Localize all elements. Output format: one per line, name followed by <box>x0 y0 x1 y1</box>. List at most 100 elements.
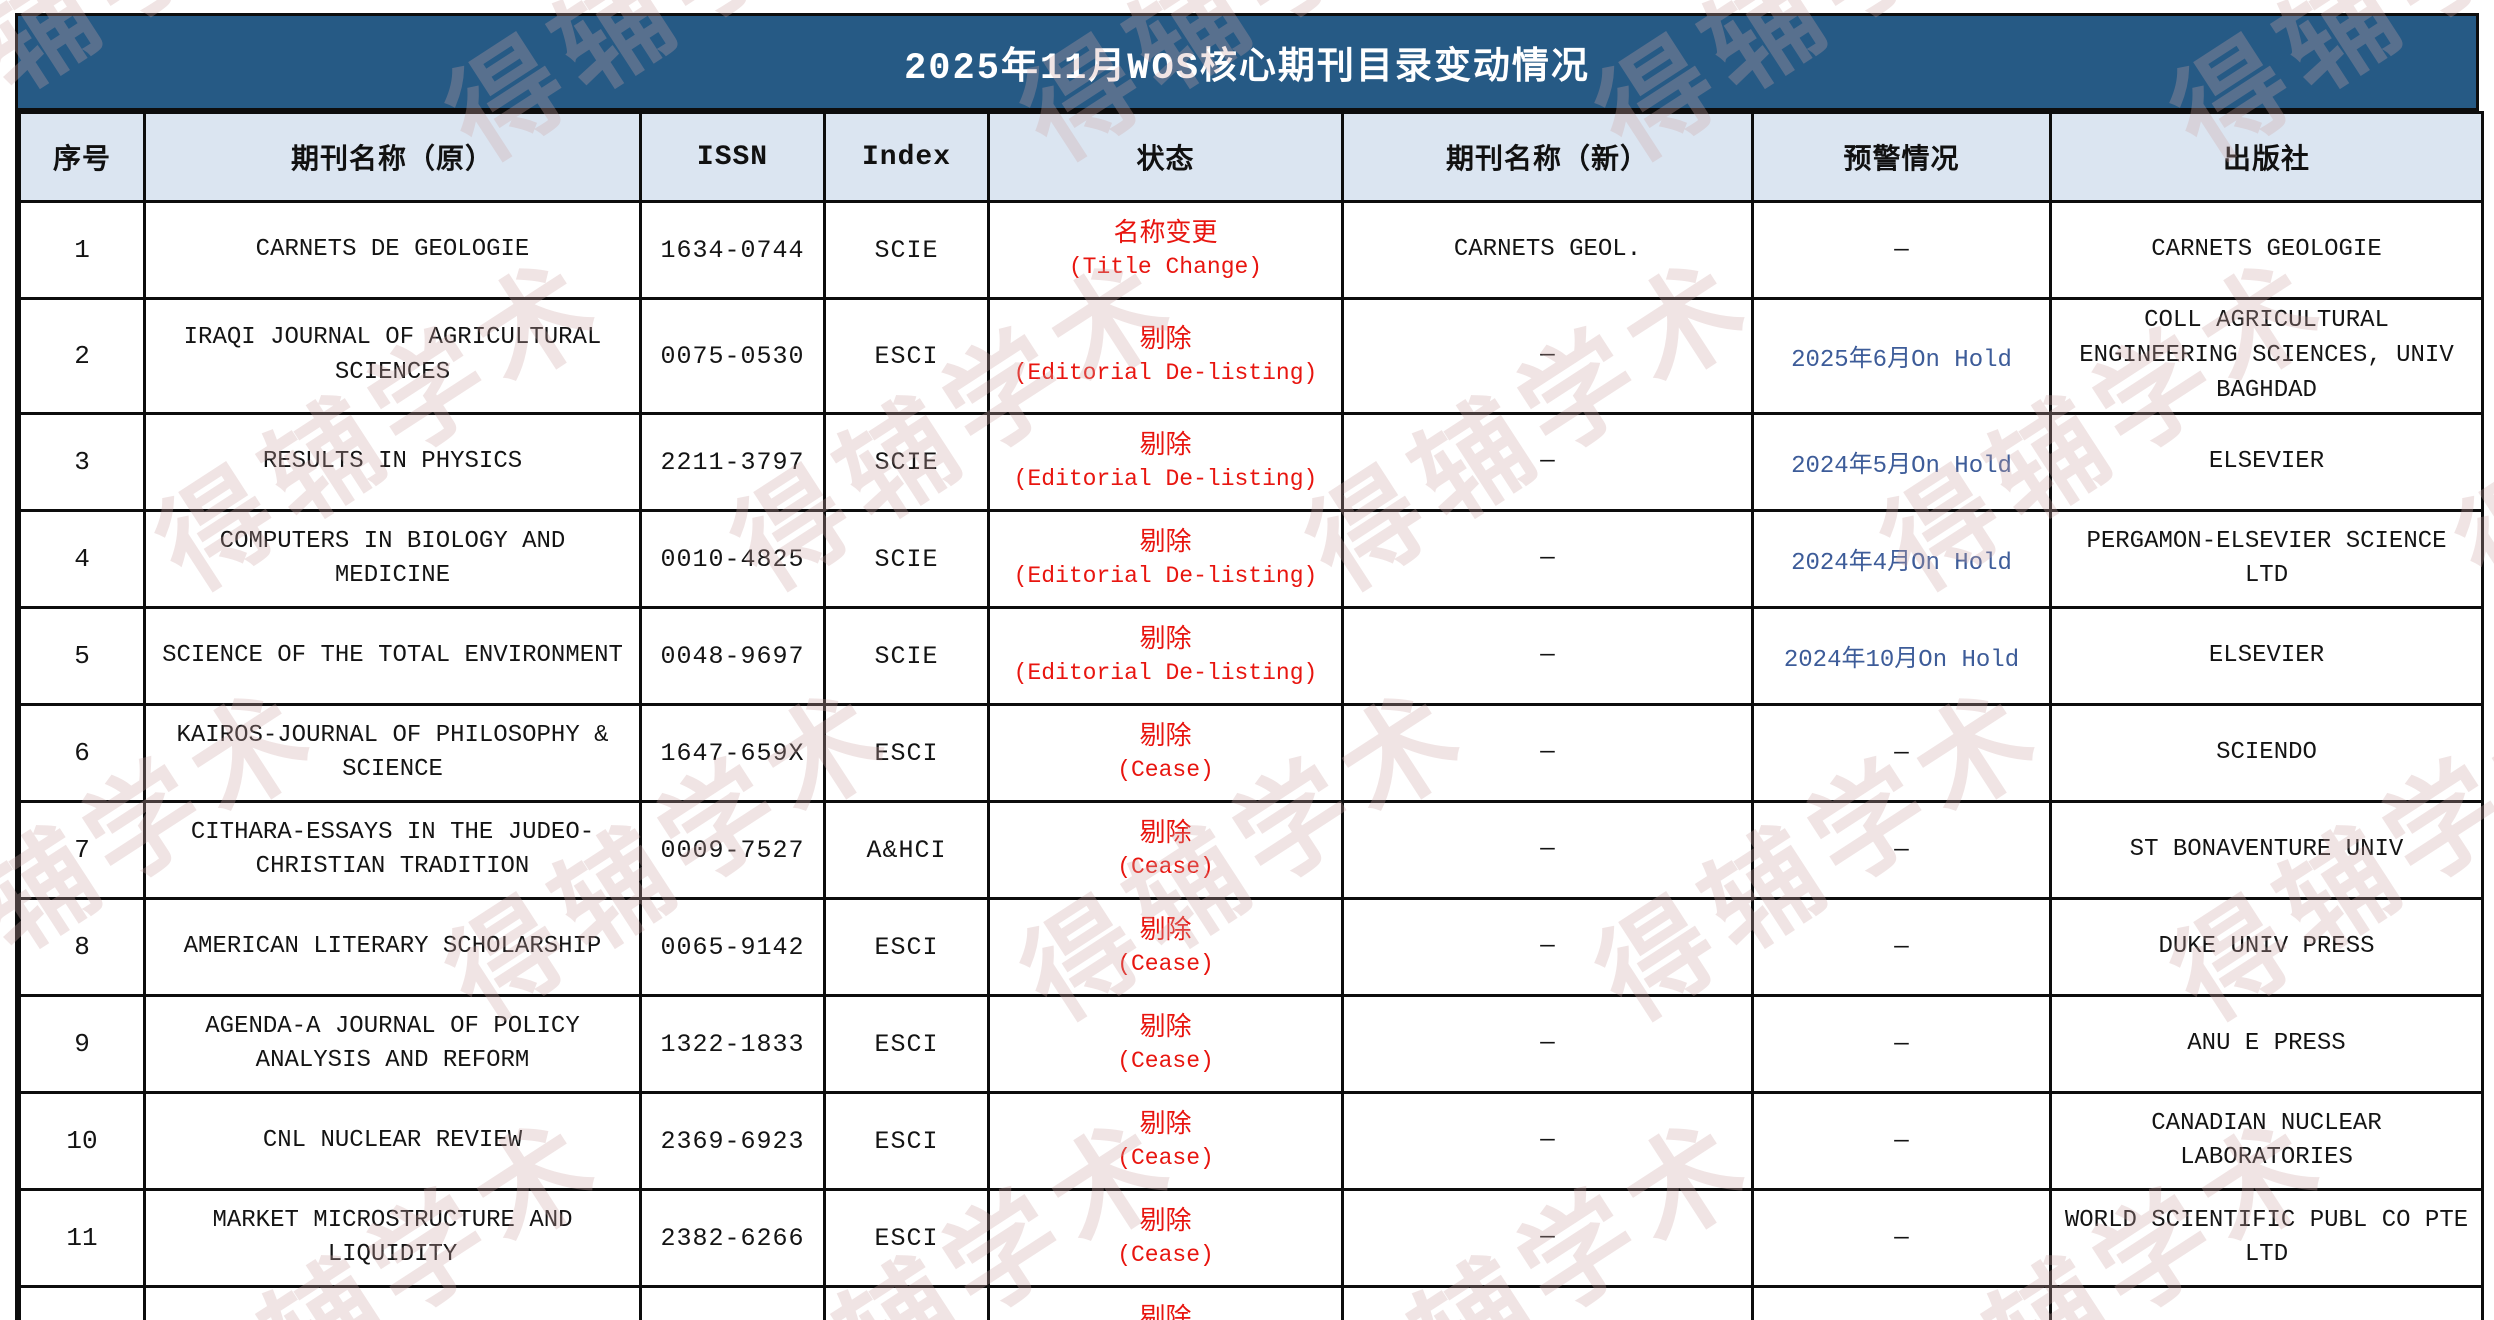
cell-index: SCIE <box>823 412 990 513</box>
cell-publisher: FUNDACIO CIDOB <box>2049 1285 2484 1320</box>
cell-publisher: PERGAMON-ELSEVIER SCIENCE LTD <box>2049 509 2484 610</box>
table-row: 8 AMERICAN LITERARY SCHOLARSHIP 0065-9142 E… <box>18 897 2484 998</box>
status-text-cn: 剔除 <box>1139 1110 1192 1141</box>
table-row: 6 KAIROS-JOURNAL OF PHILOSOPHY & SCIENCE 1… <box>18 703 2484 804</box>
table-row: 4 COMPUTERS IN BIOLOGY AND MEDICINE 0010-4… <box>18 509 2484 610</box>
cell-issn: 0048-9697 <box>639 606 826 707</box>
cell-issn: 1634-0744 <box>639 200 826 300</box>
cell-warning: — <box>1751 1285 2052 1320</box>
column-header-issn: ISSN <box>639 111 826 203</box>
cell-index: SCIE <box>823 606 990 707</box>
table-body: 1 CARNETS DE GEOLOGIE 1634-0744 SCIE 名称变更 (Ti… <box>18 200 2484 1320</box>
cell-status: 名称变更 (Title Change) <box>987 200 1344 300</box>
cell-seq: 8 <box>18 897 146 998</box>
status-text-cn: 剔除 <box>1139 325 1192 356</box>
column-header-seq: 序号 <box>18 111 146 203</box>
cell-seq: 7 <box>18 800 146 901</box>
status-text-en: (Cease) <box>1117 951 1214 978</box>
cell-index: ESCI <box>823 296 990 416</box>
cell-status: 剔除 (Cease) <box>987 800 1344 901</box>
status-text-cn: 剔除 <box>1139 1304 1192 1320</box>
cell-journal-name-old: SCIENCE OF THE TOTAL ENVIRONMENT <box>143 606 642 707</box>
cell-status: 剔除(Cease) <box>987 1285 1344 1320</box>
cell-index: ESCI <box>823 1188 990 1289</box>
cell-status: 剔除 (Cease) <box>987 1091 1344 1192</box>
cell-journal-name-new: — <box>1341 1091 1754 1192</box>
cell-publisher: COLL AGRICULTURAL ENGINEERING SCIENCES, … <box>2049 296 2484 416</box>
status-text-cn: 剔除 <box>1139 722 1192 753</box>
cell-status: 剔除 (Editorial De-listing) <box>987 296 1344 416</box>
cell-index: SCIE <box>823 200 990 300</box>
cell-issn: 0009-7527 <box>639 800 826 901</box>
cell-journal-name-old: ANUARIO CIDOB DE LA INMIGRACION <box>143 1285 642 1320</box>
column-header-warning: 预警情况 <box>1751 111 2052 203</box>
column-header-publisher: 出版社 <box>2049 111 2484 203</box>
cell-journal-name-old: RESULTS IN PHYSICS <box>143 412 642 513</box>
status-text-cn: 剔除 <box>1139 1207 1192 1238</box>
table-row: 5 SCIENCE OF THE TOTAL ENVIRONMENT 0048-96… <box>18 606 2484 707</box>
status-text-cn: 剔除 <box>1139 819 1192 850</box>
cell-journal-name-old: KAIROS-JOURNAL OF PHILOSOPHY & SCIENCE <box>143 703 642 804</box>
status-text-en: (Editorial De-listing) <box>1013 660 1318 687</box>
status-text-cn: 剔除 <box>1139 528 1192 559</box>
cell-seq: 9 <box>18 994 146 1095</box>
cell-journal-name-new: — <box>1341 897 1754 998</box>
cell-index: ESCI <box>823 897 990 998</box>
table-row: 12ANUARIO CIDOB DE LA INMIGRACION2462-67… <box>18 1285 2484 1320</box>
cell-index: ESCI <box>823 703 990 804</box>
cell-journal-name-new: — <box>1341 1188 1754 1289</box>
journal-change-table: 2025年11月WOS核心期刊目录变动情况 序号 期刊名称（原） ISSN Index… <box>15 13 2484 1320</box>
table-title: 2025年11月WOS核心期刊目录变动情况 <box>18 16 2476 111</box>
cell-journal-name-new: — <box>1341 800 1754 901</box>
cell-warning: — <box>1751 1091 2052 1192</box>
table-row: 1 CARNETS DE GEOLOGIE 1634-0744 SCIE 名称变更 (Ti… <box>18 200 2484 300</box>
cell-status: 剔除 (Editorial De-listing) <box>987 412 1344 513</box>
cell-warning: — <box>1751 703 2052 804</box>
cell-journal-name-old: AGENDA-A JOURNAL OF POLICY ANALYSIS AND … <box>143 994 642 1095</box>
cell-warning: — <box>1751 897 2052 998</box>
cell-seq: 1 <box>18 200 146 300</box>
cell-publisher: ANU E PRESS <box>2049 994 2484 1095</box>
status-text-cn: 剔除 <box>1139 431 1192 462</box>
table-row: 10 CNL NUCLEAR REVIEW 2369-6923 ESCI 剔除 (Ceas… <box>18 1091 2484 1192</box>
cell-warning: 2025年6月On Hold <box>1751 296 2052 416</box>
table-row: 9 AGENDA-A JOURNAL OF POLICY ANALYSIS AND… <box>18 994 2484 1095</box>
cell-issn: 0010-4825 <box>639 509 826 610</box>
cell-issn: 2462-6732 <box>639 1285 826 1320</box>
cell-publisher: SCIENDO <box>2049 703 2484 804</box>
cell-journal-name-new: CARNETS GEOL. <box>1341 200 1754 300</box>
cell-seq: 10 <box>18 1091 146 1192</box>
cell-warning: 2024年5月On Hold <box>1751 412 2052 513</box>
status-text-en: (Editorial De-listing) <box>1013 466 1318 493</box>
table-row: 11 MARKET MICROSTRUCTURE AND LIQUIDITY 238… <box>18 1188 2484 1289</box>
cell-journal-name-old: CNL NUCLEAR REVIEW <box>143 1091 642 1192</box>
table-row: 3 RESULTS IN PHYSICS 2211-3797 SCIE 剔除 (Edito… <box>18 412 2484 513</box>
status-text-en: (Cease) <box>1117 1145 1214 1172</box>
column-header-status: 状态 <box>987 111 1344 203</box>
cell-warning: — <box>1751 200 2052 300</box>
cell-status: 剔除 (Editorial De-listing) <box>987 509 1344 610</box>
cell-seq: 4 <box>18 509 146 610</box>
cell-journal-name-old: MARKET MICROSTRUCTURE AND LIQUIDITY <box>143 1188 642 1289</box>
cell-publisher: DUKE UNIV PRESS <box>2049 897 2484 998</box>
cell-journal-name-old: IRAQI JOURNAL OF AGRICULTURAL SCIENCES <box>143 296 642 416</box>
cell-journal-name-new: — <box>1341 509 1754 610</box>
status-text-en: (Title Change) <box>1068 254 1263 281</box>
cell-warning: — <box>1751 1188 2052 1289</box>
cell-status: 剔除(Cease) <box>987 994 1344 1095</box>
cell-issn: 1647-659X <box>639 703 826 804</box>
status-text-en: (Cease) <box>1117 854 1214 881</box>
cell-journal-name-old: COMPUTERS IN BIOLOGY AND MEDICINE <box>143 509 642 610</box>
cell-index: ESCI <box>823 1091 990 1192</box>
cell-journal-name-old: CARNETS DE GEOLOGIE <box>143 200 642 300</box>
table-header: 序号 期刊名称（原） ISSN Index 状态 期刊名称（新） 预警情况 出版社 <box>18 111 2484 203</box>
cell-warning: 2024年10月On Hold <box>1751 606 2052 707</box>
cell-status: 剔除(Cease) <box>987 897 1344 998</box>
column-header-name-old: 期刊名称（原） <box>143 111 642 203</box>
status-text-en: (Cease) <box>1117 1242 1214 1269</box>
cell-index: ESCI <box>823 1285 990 1320</box>
cell-issn: 2382-6266 <box>639 1188 826 1289</box>
cell-journal-name-new: — <box>1341 296 1754 416</box>
cell-seq: 12 <box>18 1285 146 1320</box>
cell-publisher: WORLD SCIENTIFIC PUBL CO PTE LTD <box>2049 1188 2484 1289</box>
